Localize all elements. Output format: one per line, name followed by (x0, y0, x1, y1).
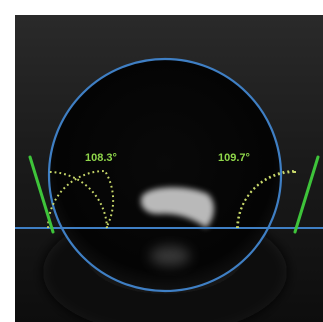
left-angle-arc-main (48, 171, 108, 229)
droplet-highlight (140, 187, 214, 228)
right-tangent-line (293, 155, 320, 234)
highlight-reflection (150, 246, 190, 266)
right-angle-label: 109.7° (218, 152, 250, 164)
fit-circle (47, 57, 283, 293)
left-angle-arc (47, 169, 115, 229)
droplet (49, 59, 281, 291)
left-angle-label: 108.3° (85, 152, 117, 164)
right-angle-arc-main (236, 171, 296, 229)
left-tangent-line (28, 155, 55, 234)
